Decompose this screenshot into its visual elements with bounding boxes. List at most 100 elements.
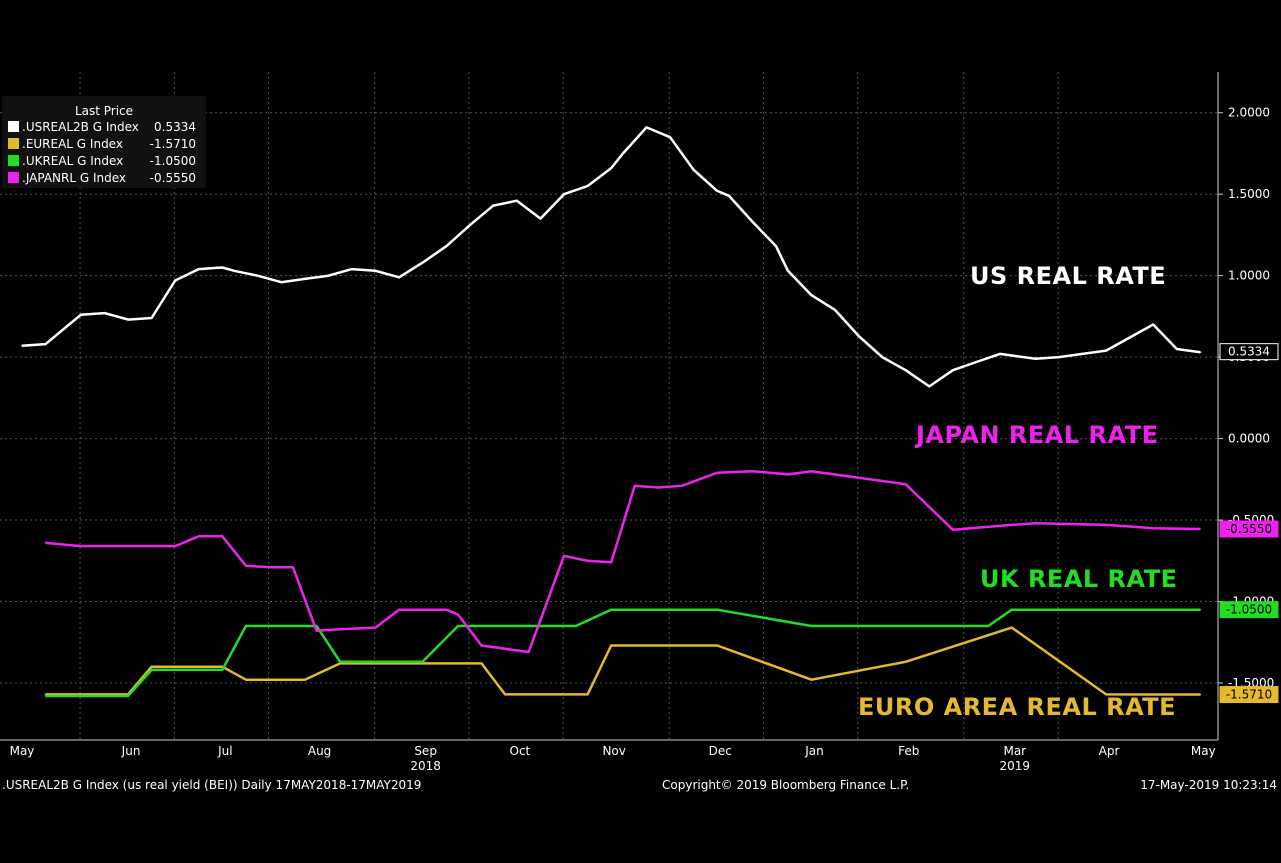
x-tick-label: Dec bbox=[709, 744, 732, 758]
series-point-3 bbox=[1152, 527, 1154, 529]
series-point-2 bbox=[1010, 608, 1013, 611]
x-tick-label: Jul bbox=[217, 744, 232, 758]
series-point-1 bbox=[268, 678, 271, 681]
series-point-3 bbox=[586, 559, 589, 562]
series-point-1 bbox=[610, 644, 612, 647]
legend-swatch-us bbox=[8, 121, 19, 132]
series-point-2 bbox=[575, 625, 577, 627]
annotation-euro-real-rate: EURO AREA REAL RATE bbox=[858, 693, 1177, 721]
series-point-0 bbox=[857, 335, 860, 337]
series-point-2 bbox=[610, 608, 612, 611]
series-point-3 bbox=[292, 566, 294, 569]
series-point-0 bbox=[150, 317, 153, 319]
series-point-2 bbox=[44, 695, 47, 697]
series-point-1 bbox=[197, 665, 200, 668]
series-point-0 bbox=[233, 269, 235, 272]
series-point-3 bbox=[527, 651, 530, 653]
series-point-2 bbox=[374, 660, 377, 663]
series-point-0 bbox=[810, 294, 813, 297]
legend-title: Last Price bbox=[74, 104, 134, 118]
series-line-1 bbox=[45, 626, 1201, 696]
series-point-0 bbox=[610, 167, 612, 169]
series-point-2 bbox=[716, 608, 719, 611]
series-point-0 bbox=[563, 193, 565, 195]
series-point-2 bbox=[1105, 608, 1107, 611]
series-point-0 bbox=[21, 344, 23, 347]
legend-item-japan: .JAPANRL G Index -0.5550 bbox=[8, 171, 196, 187]
x-tick-label: Mar bbox=[1003, 744, 1026, 758]
series-point-2 bbox=[904, 625, 907, 627]
series-point-0 bbox=[928, 385, 931, 388]
footer-timestamp: 17-May-2019 10:23:14 bbox=[1140, 778, 1277, 792]
series-point-3 bbox=[374, 626, 377, 629]
series-point-0 bbox=[622, 152, 624, 155]
series-point-0 bbox=[174, 279, 176, 282]
last-price-tag-2 bbox=[1219, 601, 1279, 619]
series-point-0 bbox=[1010, 354, 1013, 357]
series-point-0 bbox=[1058, 356, 1060, 358]
series-point-0 bbox=[586, 185, 589, 187]
series-line-3 bbox=[45, 469, 1201, 654]
series-point-3 bbox=[398, 608, 400, 611]
legend-value-uk: -1.0500 bbox=[149, 154, 196, 168]
series-point-3 bbox=[1105, 524, 1107, 526]
legend-item-eu: .EUREAL G Index -1.5710 bbox=[8, 137, 196, 153]
series-point-3 bbox=[857, 476, 860, 479]
x-tick-label: May bbox=[10, 744, 35, 758]
series-point-0 bbox=[1128, 336, 1131, 339]
series-point-3 bbox=[1034, 522, 1037, 525]
series-point-0 bbox=[303, 278, 306, 280]
series-point-0 bbox=[468, 224, 471, 226]
annotation-us-real-rate: US REAL RATE bbox=[970, 262, 1167, 290]
legend: Last Price .USREAL2B G Index 0.5334 .EURE… bbox=[2, 96, 206, 188]
x-tick-label: Sep bbox=[414, 744, 437, 758]
legend-value-eu: -1.5710 bbox=[149, 137, 196, 151]
series-point-0 bbox=[327, 274, 330, 277]
series-point-0 bbox=[775, 245, 777, 248]
series-point-0 bbox=[445, 245, 447, 248]
series-point-0 bbox=[280, 281, 283, 283]
series-line-2 bbox=[45, 608, 1201, 698]
series-point-0 bbox=[1199, 351, 1202, 354]
x-tick-label: Nov bbox=[602, 744, 625, 758]
last-price-label-2: -1.0500 bbox=[1226, 603, 1272, 617]
series-point-2 bbox=[174, 669, 176, 671]
last-price-label-0: 0.5334 bbox=[1228, 345, 1270, 359]
series-point-0 bbox=[728, 195, 730, 197]
series-point-1 bbox=[174, 665, 176, 668]
series-point-0 bbox=[751, 221, 754, 223]
series-point-1 bbox=[1199, 693, 1202, 696]
series-point-1 bbox=[150, 665, 153, 668]
series-point-0 bbox=[904, 369, 907, 371]
series-point-0 bbox=[975, 361, 978, 363]
series-point-1 bbox=[633, 644, 636, 647]
series-point-1 bbox=[504, 693, 506, 696]
series-point-3 bbox=[339, 628, 341, 631]
series-point-0 bbox=[256, 274, 259, 277]
series-point-1 bbox=[586, 693, 589, 696]
series-point-1 bbox=[457, 662, 459, 665]
x-tick-label: May bbox=[1191, 744, 1216, 758]
series-point-3 bbox=[80, 545, 82, 547]
series-point-0 bbox=[539, 217, 542, 220]
series-point-1 bbox=[716, 644, 719, 647]
series-point-0 bbox=[68, 323, 70, 326]
series-point-0 bbox=[716, 190, 719, 192]
series-point-1 bbox=[810, 678, 813, 681]
series-point-3 bbox=[787, 473, 789, 476]
series-point-2 bbox=[150, 669, 153, 671]
series-point-0 bbox=[221, 266, 224, 269]
series-point-2 bbox=[197, 669, 200, 671]
series-point-0 bbox=[787, 269, 789, 272]
y-tick-label: 0.0000 bbox=[1228, 432, 1270, 446]
series-point-0 bbox=[999, 353, 1001, 355]
series-point-3 bbox=[421, 608, 424, 611]
series-line-0 bbox=[21, 126, 1201, 388]
series-point-3 bbox=[657, 486, 660, 489]
series-point-3 bbox=[610, 561, 612, 564]
series-point-0 bbox=[1034, 357, 1037, 360]
series-point-2 bbox=[398, 660, 400, 663]
legend-value-us: 0.5334 bbox=[154, 120, 196, 134]
series-point-0 bbox=[44, 343, 47, 345]
x-tick-label: Oct bbox=[510, 744, 531, 758]
